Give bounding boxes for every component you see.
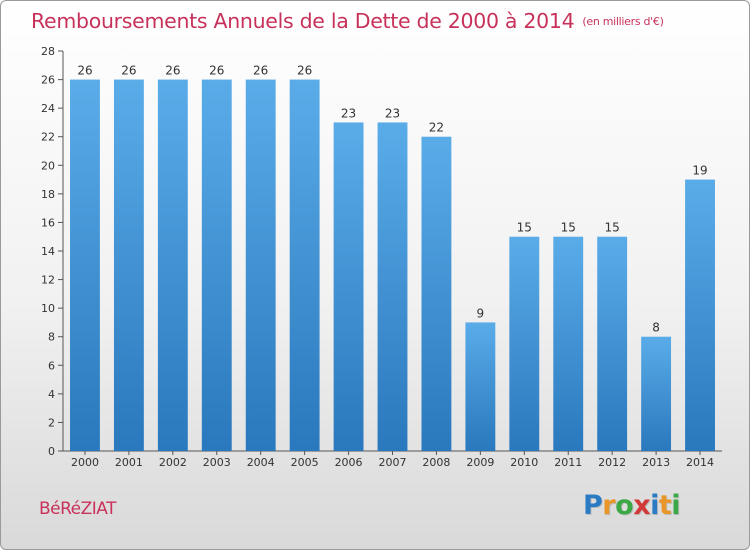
bar[interactable] (553, 236, 584, 451)
logo-letter: t (658, 490, 672, 521)
bar[interactable] (70, 79, 100, 452)
data-label: 15 (517, 221, 532, 235)
x-tick-label: 2007 (379, 456, 407, 469)
y-tick-label: 8 (48, 331, 55, 344)
y-tick-label: 26 (41, 74, 55, 87)
bar[interactable] (641, 336, 672, 451)
bar[interactable] (157, 79, 188, 452)
x-tick-label: 2001 (115, 456, 143, 469)
bar[interactable] (113, 79, 144, 452)
y-tick-label: 2 (48, 416, 55, 429)
data-label: 23 (385, 106, 400, 120)
y-tick-label: 18 (41, 188, 55, 201)
commune-name: BéRéZIAT (39, 499, 116, 519)
logo-letter: r (602, 490, 616, 521)
logo-letter: x (633, 490, 651, 521)
bar[interactable] (201, 79, 232, 452)
x-tick-label: 2003 (203, 456, 231, 469)
logo-letter: P (583, 490, 603, 521)
x-tick-label: 2009 (466, 456, 494, 469)
data-label: 26 (297, 64, 312, 78)
proxiti-logo[interactable]: Proxiti (583, 490, 681, 521)
data-label: 9 (477, 306, 485, 320)
x-tick-label: 2004 (247, 456, 275, 469)
data-label: 26 (121, 64, 136, 78)
data-label: 19 (692, 164, 707, 178)
y-tick-label: 20 (41, 159, 55, 172)
value-labels: 26 26 26 26 26 26 23 23 22 9 15 15 15 8 19 (77, 64, 707, 335)
data-label: 26 (253, 64, 268, 78)
y-tick-label: 22 (41, 131, 55, 144)
bar[interactable] (289, 79, 320, 452)
data-label: 26 (209, 64, 224, 78)
x-tick-label: 2010 (510, 456, 538, 469)
bar[interactable] (597, 236, 628, 451)
bar[interactable] (421, 136, 452, 451)
y-tick-label: 6 (48, 359, 55, 372)
chart-title-text: Remboursements Annuels de la Dette de 20… (31, 9, 575, 33)
y-tick-label: 14 (41, 245, 55, 258)
data-label: 15 (561, 221, 576, 235)
x-tick-label: 2005 (291, 456, 319, 469)
y-tick-label: 4 (48, 388, 55, 401)
bar[interactable] (245, 79, 276, 452)
data-label: 15 (605, 221, 620, 235)
x-tick-label: 2008 (422, 456, 450, 469)
bar[interactable] (333, 122, 364, 451)
data-label: 22 (429, 121, 444, 135)
y-tick-label: 0 (48, 445, 55, 458)
bar[interactable] (509, 236, 540, 451)
x-tick-label: 2011 (554, 456, 582, 469)
chart-unit: (en milliers d'€) (582, 15, 664, 28)
logo-letter: i (650, 490, 659, 521)
y-tick-label: 10 (41, 302, 55, 315)
x-tick-label: 2014 (686, 456, 714, 469)
x-tick-label: 2012 (598, 456, 626, 469)
y-tick-label: 12 (41, 274, 55, 287)
logo-letter: o (615, 490, 634, 521)
data-label: 26 (77, 64, 92, 78)
bar[interactable] (465, 322, 496, 451)
bar[interactable] (377, 122, 408, 451)
logo-letter: i (671, 490, 681, 521)
y-tick-label: 28 (41, 45, 55, 58)
x-tick-label: 2006 (335, 456, 363, 469)
bars (70, 79, 715, 452)
data-label: 23 (341, 106, 356, 120)
x-tick-label: 2013 (642, 456, 670, 469)
chart-title: Remboursements Annuels de la Dette de 20… (31, 9, 664, 33)
data-label: 8 (652, 321, 660, 335)
y-tick-label: 24 (41, 102, 55, 115)
data-label: 26 (165, 64, 180, 78)
x-tick-label: 2000 (71, 456, 99, 469)
bar[interactable] (685, 179, 715, 452)
y-tick-label: 16 (41, 216, 55, 229)
x-tick-label: 2002 (159, 456, 187, 469)
